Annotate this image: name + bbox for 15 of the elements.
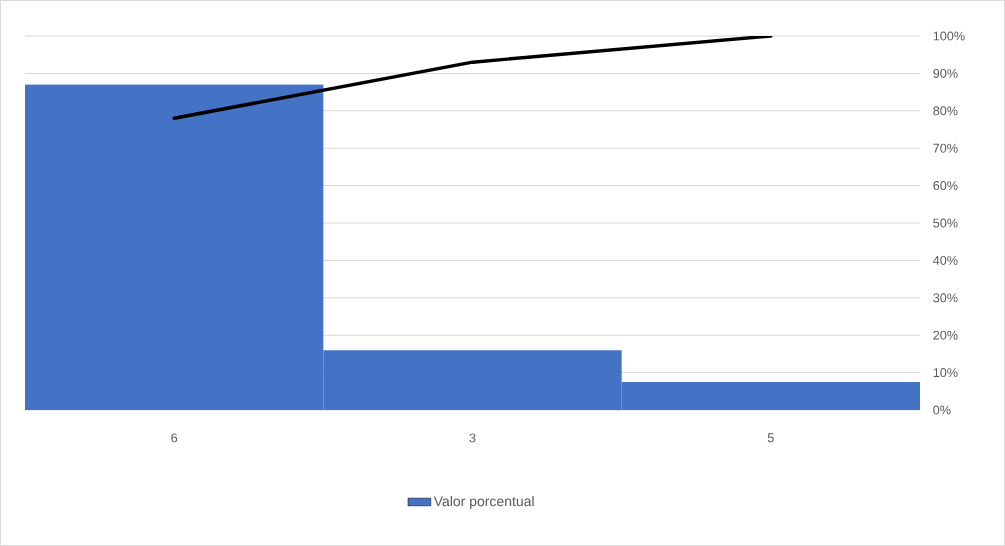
y2-tick-label: 70% (933, 143, 958, 153)
y2-tick-label: 20% (933, 330, 958, 340)
y2-tick-label: 10% (933, 368, 958, 378)
y2-tick-label: 40% (933, 255, 958, 265)
x-tick-label: 6 (171, 433, 178, 443)
y2-tick-label: 60% (933, 181, 958, 191)
y2-tick-label: 100% (933, 31, 965, 41)
x-tick-label: 3 (469, 433, 476, 443)
x-tick-label: 5 (767, 433, 774, 443)
y2-tick-label: 0% (933, 405, 951, 415)
y2-tick-label: 50% (933, 218, 958, 228)
y2-tick-label: 30% (933, 293, 958, 303)
y2-tick-label: 90% (933, 68, 958, 78)
legend-label: Valor porcentual (433, 495, 534, 509)
y2-tick-label: 80% (933, 106, 958, 116)
